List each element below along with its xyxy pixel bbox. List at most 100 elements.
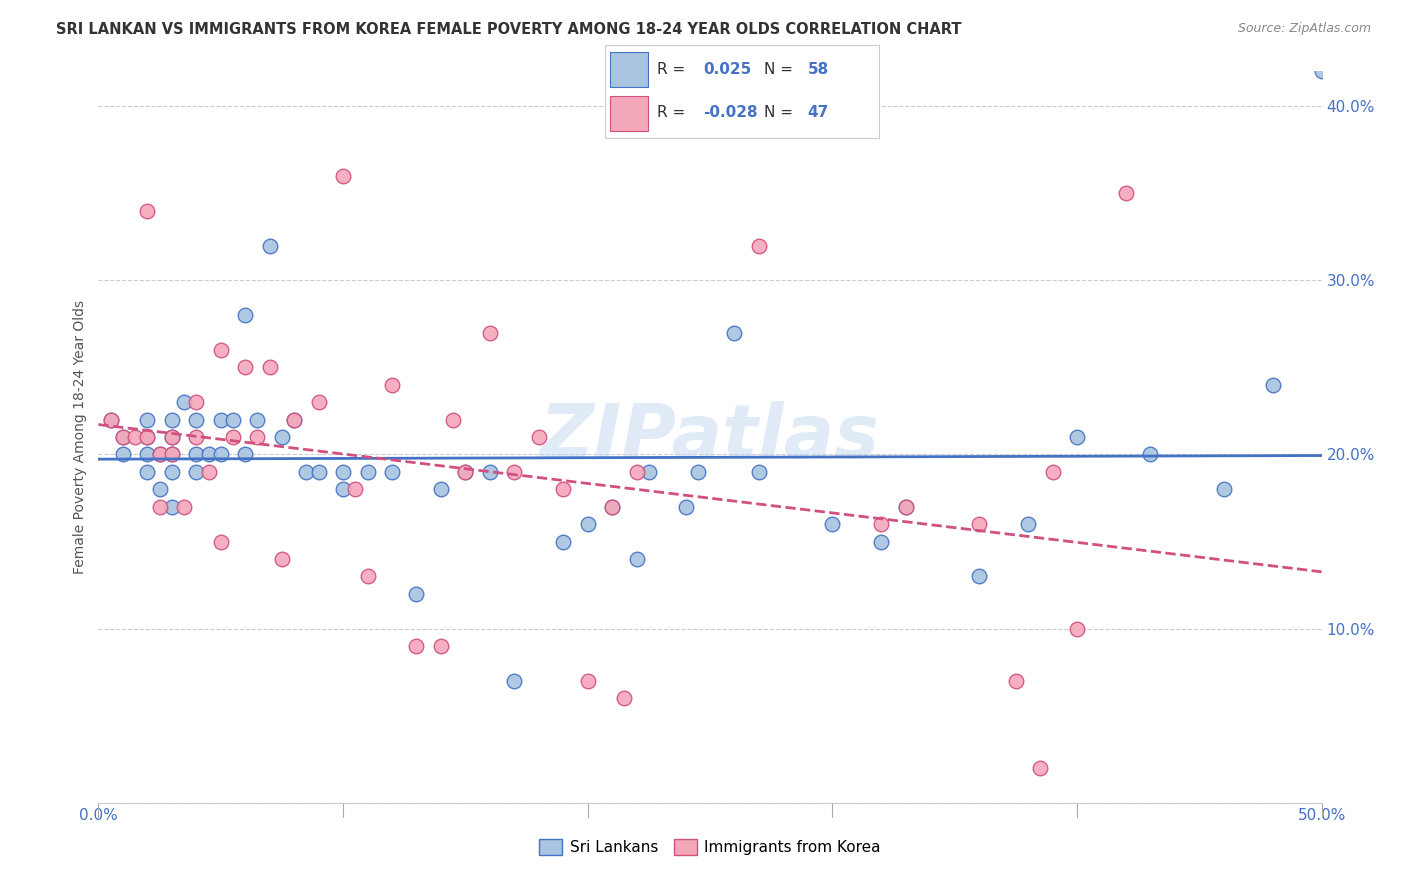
Point bbox=[454, 465, 477, 479]
Point bbox=[967, 517, 990, 532]
Text: R =: R = bbox=[657, 105, 690, 120]
Point bbox=[870, 517, 893, 532]
Point bbox=[100, 412, 122, 426]
Point bbox=[270, 430, 294, 444]
Point bbox=[233, 360, 256, 375]
Point bbox=[405, 639, 427, 653]
Point bbox=[233, 308, 256, 322]
Text: ZIPatlas: ZIPatlas bbox=[540, 401, 880, 474]
Point bbox=[259, 360, 281, 375]
Point bbox=[748, 465, 770, 479]
Point bbox=[160, 412, 183, 426]
Point bbox=[381, 377, 404, 392]
Point bbox=[600, 500, 623, 514]
Text: 0.025: 0.025 bbox=[703, 62, 752, 78]
Point bbox=[186, 395, 208, 409]
Point bbox=[259, 238, 281, 252]
Point bbox=[149, 500, 172, 514]
Point bbox=[149, 483, 172, 497]
Point bbox=[553, 534, 575, 549]
Point bbox=[111, 430, 134, 444]
Point bbox=[160, 448, 183, 462]
Point bbox=[967, 569, 990, 583]
Point bbox=[1261, 377, 1284, 392]
Point bbox=[576, 517, 599, 532]
Point bbox=[136, 465, 159, 479]
Point bbox=[626, 465, 648, 479]
Point bbox=[748, 238, 770, 252]
Point bbox=[246, 412, 269, 426]
Point bbox=[503, 465, 526, 479]
Point bbox=[1029, 761, 1052, 775]
Text: 58: 58 bbox=[807, 62, 828, 78]
Point bbox=[186, 430, 208, 444]
Point bbox=[686, 465, 709, 479]
Point bbox=[1004, 673, 1026, 688]
Point bbox=[430, 483, 453, 497]
Point bbox=[576, 673, 599, 688]
Point bbox=[173, 500, 195, 514]
Point bbox=[821, 517, 844, 532]
Point bbox=[1042, 465, 1064, 479]
Point bbox=[478, 465, 501, 479]
Point bbox=[356, 569, 378, 583]
Point bbox=[111, 448, 134, 462]
Y-axis label: Female Poverty Among 18-24 Year Olds: Female Poverty Among 18-24 Year Olds bbox=[73, 300, 87, 574]
Point bbox=[1310, 64, 1333, 78]
Point bbox=[186, 465, 208, 479]
Point bbox=[454, 465, 477, 479]
Point bbox=[270, 552, 294, 566]
Point bbox=[1115, 186, 1137, 201]
Point bbox=[332, 465, 354, 479]
Point bbox=[124, 430, 146, 444]
Point bbox=[894, 500, 917, 514]
Point bbox=[283, 412, 305, 426]
Point bbox=[295, 465, 318, 479]
Point bbox=[723, 326, 745, 340]
Text: N =: N = bbox=[763, 62, 797, 78]
Point bbox=[553, 483, 575, 497]
Point bbox=[149, 448, 172, 462]
Point bbox=[111, 430, 134, 444]
Point bbox=[344, 483, 367, 497]
Point bbox=[136, 430, 159, 444]
Point bbox=[209, 343, 232, 357]
Point bbox=[160, 430, 183, 444]
Point bbox=[173, 395, 195, 409]
Point bbox=[308, 395, 330, 409]
Legend: Sri Lankans, Immigrants from Korea: Sri Lankans, Immigrants from Korea bbox=[533, 833, 887, 861]
Point bbox=[332, 483, 354, 497]
Point bbox=[283, 412, 305, 426]
Point bbox=[209, 448, 232, 462]
Point bbox=[1066, 430, 1088, 444]
Point bbox=[356, 465, 378, 479]
Point bbox=[870, 534, 893, 549]
Text: Source: ZipAtlas.com: Source: ZipAtlas.com bbox=[1237, 22, 1371, 36]
Text: N =: N = bbox=[763, 105, 797, 120]
Point bbox=[136, 412, 159, 426]
Point bbox=[332, 169, 354, 183]
Point bbox=[222, 412, 245, 426]
Point bbox=[197, 448, 219, 462]
Point bbox=[186, 448, 208, 462]
Text: R =: R = bbox=[657, 62, 690, 78]
Point bbox=[160, 448, 183, 462]
Point bbox=[233, 448, 256, 462]
Point bbox=[209, 534, 232, 549]
Point bbox=[160, 430, 183, 444]
Text: -0.028: -0.028 bbox=[703, 105, 758, 120]
Point bbox=[613, 691, 636, 706]
Point bbox=[100, 412, 122, 426]
Point bbox=[675, 500, 697, 514]
Point bbox=[160, 500, 183, 514]
Point bbox=[441, 412, 464, 426]
Point bbox=[136, 203, 159, 218]
Point bbox=[149, 448, 172, 462]
Point bbox=[527, 430, 550, 444]
Point bbox=[1139, 448, 1161, 462]
Point bbox=[894, 500, 917, 514]
Point bbox=[136, 448, 159, 462]
Point bbox=[600, 500, 623, 514]
Bar bbox=[610, 96, 648, 131]
Point bbox=[478, 326, 501, 340]
